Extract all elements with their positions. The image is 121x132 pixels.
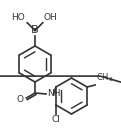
Text: Cl: Cl: [51, 115, 60, 124]
Text: NH: NH: [47, 88, 60, 98]
Text: HO: HO: [11, 13, 25, 22]
Text: OH: OH: [44, 13, 57, 22]
Text: CH$_3$: CH$_3$: [96, 72, 113, 84]
Text: O: O: [17, 95, 24, 103]
Text: B: B: [31, 25, 39, 35]
